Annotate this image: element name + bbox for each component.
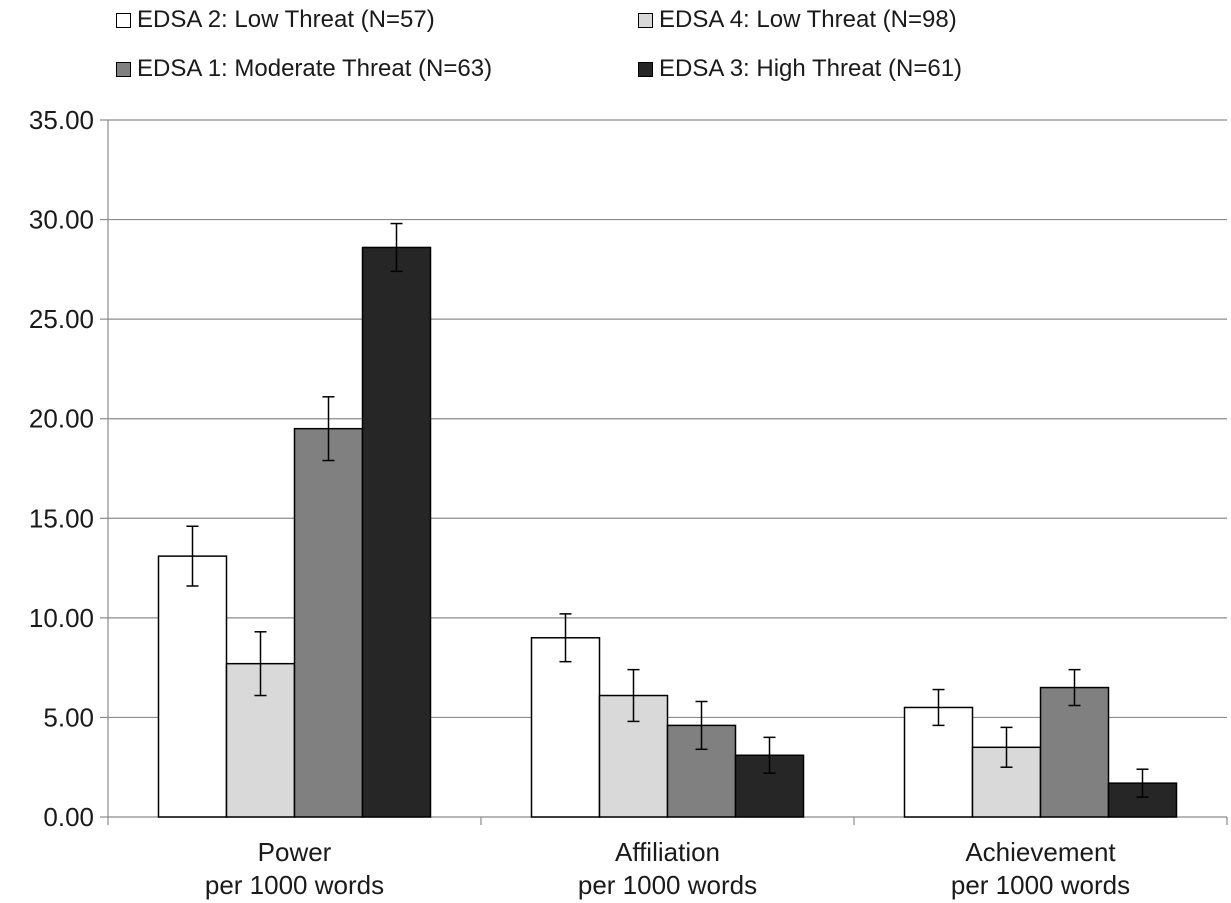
x-category-label: Affiliation	[615, 837, 720, 867]
y-tick-label: 25.00	[29, 304, 94, 334]
legend-swatch	[638, 61, 653, 77]
bar	[361, 246, 432, 818]
y-tick-label: 0.00	[43, 802, 94, 832]
bar	[1039, 686, 1110, 818]
bar	[530, 637, 601, 818]
legend-item: EDSA 1: Moderate Threat (N=63)	[116, 55, 492, 83]
legend-swatch	[638, 12, 653, 28]
legend-label: EDSA 2: Low Threat (N=57)	[137, 6, 435, 33]
legend-item: EDSA 2: Low Threat (N=57)	[116, 6, 435, 34]
y-tick-label: 20.00	[29, 404, 94, 434]
legend-swatch	[116, 61, 131, 77]
legend-item: EDSA 4: Low Threat (N=98)	[638, 6, 957, 34]
legend-label: EDSA 4: Low Threat (N=98)	[659, 6, 957, 33]
y-tick-label: 30.00	[29, 205, 94, 235]
legend-label: EDSA 1: Moderate Threat (N=63)	[137, 55, 493, 82]
y-tick-label: 10.00	[29, 603, 94, 633]
legend-swatch	[116, 12, 131, 28]
bar	[157, 555, 228, 818]
y-tick-label: 35.00	[29, 105, 94, 135]
x-category-label: Achievement	[965, 837, 1116, 867]
y-tick-label: 15.00	[29, 503, 94, 533]
x-category-label: per 1000 words	[205, 870, 384, 900]
x-category-label: per 1000 words	[951, 870, 1130, 900]
bar	[293, 427, 364, 818]
x-category-label: per 1000 words	[578, 870, 757, 900]
y-tick-label: 5.00	[43, 702, 94, 732]
legend-item: EDSA 3: High Threat (N=61)	[638, 55, 962, 83]
x-category-label: Power	[258, 837, 332, 867]
legend-label: EDSA 3: High Threat (N=61)	[659, 55, 963, 82]
